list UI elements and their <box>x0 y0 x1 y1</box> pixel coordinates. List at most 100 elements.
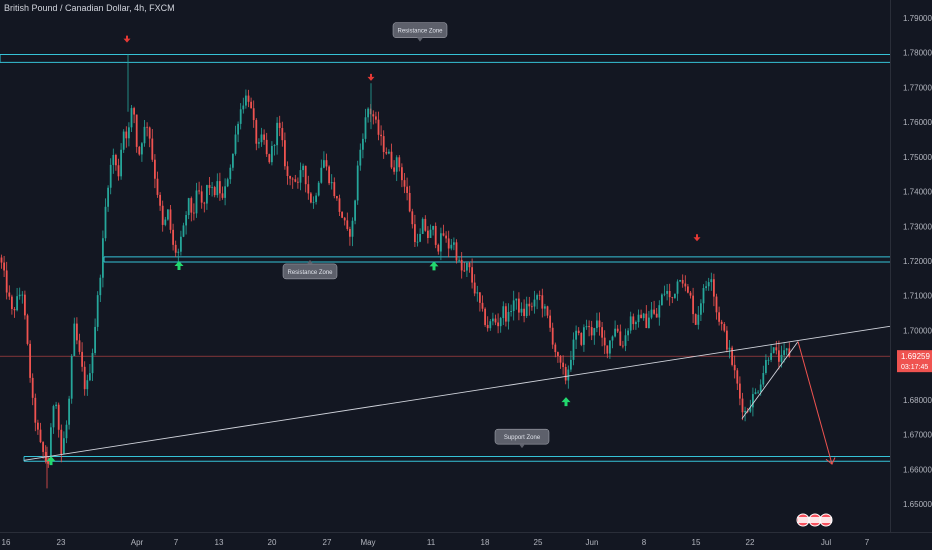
candle-body <box>632 316 635 325</box>
candle-body <box>710 279 713 283</box>
candle-body <box>783 350 785 355</box>
candle-body <box>31 377 34 398</box>
candle-body <box>767 359 770 361</box>
candle-body <box>278 122 281 129</box>
candle-body <box>577 330 580 333</box>
zone-label-pointer <box>519 444 525 449</box>
candle-body <box>203 202 206 204</box>
candle-body <box>757 391 759 393</box>
candle-body <box>523 308 525 317</box>
candle-body <box>445 235 447 239</box>
candle-body <box>460 259 463 271</box>
candle-body <box>596 320 598 329</box>
candle-body <box>785 348 788 351</box>
price-tick-label: 1.75000 <box>903 153 932 162</box>
candle-body <box>619 331 622 346</box>
price-tick-label: 1.68000 <box>903 396 932 405</box>
buy-signal-arrow-icon <box>46 456 56 466</box>
candle-body <box>169 209 172 230</box>
candle-body <box>190 198 193 213</box>
candle-body <box>16 296 18 311</box>
candle-body <box>557 352 559 357</box>
candle-body <box>86 380 89 390</box>
price-axis: 1.79000 1.78000 1.77000 1.76000 1.75000 1.740… <box>897 14 932 509</box>
candle-body <box>89 373 91 381</box>
candle-body <box>689 292 692 296</box>
candle-body <box>172 229 174 245</box>
candle-body <box>681 279 684 284</box>
candle-body <box>754 392 757 395</box>
candle-body <box>221 193 224 198</box>
candle-body <box>658 305 661 318</box>
candle-body <box>315 195 317 202</box>
candle-body <box>271 145 273 163</box>
zone-label-pointer <box>307 259 313 264</box>
candle-body <box>359 149 362 166</box>
candle-body <box>341 211 343 218</box>
candle-body <box>585 326 588 328</box>
candle-body <box>707 282 710 287</box>
candle-body <box>325 160 328 167</box>
candle-body <box>694 314 697 325</box>
current-price-countdown: 03:17:45 <box>901 364 928 371</box>
candle-body <box>403 180 406 187</box>
candle-body <box>63 438 65 455</box>
candle-body <box>268 154 271 163</box>
candle-body <box>294 179 297 182</box>
wedge-lower-line <box>741 341 799 419</box>
candle-body <box>411 211 414 225</box>
candle-body <box>551 327 554 345</box>
candle-body <box>697 314 700 325</box>
time-tick-label: 13 <box>215 538 224 547</box>
candle-body <box>458 259 460 261</box>
candle-body <box>83 366 86 390</box>
candle-body <box>505 306 507 322</box>
candle-body <box>661 294 663 306</box>
candle-body <box>414 224 416 243</box>
candle-body <box>518 298 520 313</box>
candle-body <box>382 136 385 152</box>
candle-body <box>385 151 388 154</box>
candle-body <box>377 119 380 135</box>
time-tick-label: 23 <box>57 538 66 547</box>
candle-body <box>55 404 57 407</box>
candle-body <box>398 157 401 168</box>
zone-label-pointer <box>417 37 423 42</box>
candle-body <box>731 347 733 365</box>
candle-body <box>624 335 627 346</box>
buy-signal-arrow-icon <box>429 261 439 271</box>
candle-body <box>390 151 393 168</box>
candle-body <box>115 154 117 166</box>
candle-body <box>510 311 512 312</box>
candle-body <box>388 151 390 154</box>
candle-body <box>284 140 286 167</box>
candle-body <box>68 398 70 425</box>
candle-body <box>250 101 252 109</box>
candle-body <box>598 320 601 328</box>
candle-body <box>260 134 263 143</box>
candle-body <box>720 321 723 325</box>
candle-body <box>726 330 728 350</box>
candle-body <box>575 330 577 340</box>
candle-body <box>117 165 120 177</box>
candle-body <box>76 323 78 341</box>
candle-body <box>502 306 505 319</box>
candle-body <box>549 315 551 328</box>
candle-body <box>255 120 258 144</box>
time-tick-label: Apr <box>131 538 144 547</box>
buy-signal-arrow-icon <box>561 397 571 407</box>
candle-body <box>333 182 336 197</box>
candle-body <box>494 318 497 323</box>
candle-body <box>78 340 81 352</box>
candle-body <box>356 165 359 201</box>
candle-body <box>715 296 718 313</box>
candle-body <box>642 313 645 319</box>
candle-body <box>471 267 473 283</box>
candle-body <box>645 313 648 329</box>
candle-body <box>749 407 752 412</box>
price-tick-label: 1.78000 <box>903 49 932 58</box>
candle-body <box>538 295 541 296</box>
candle-body <box>541 295 544 309</box>
candle-body <box>622 345 624 347</box>
